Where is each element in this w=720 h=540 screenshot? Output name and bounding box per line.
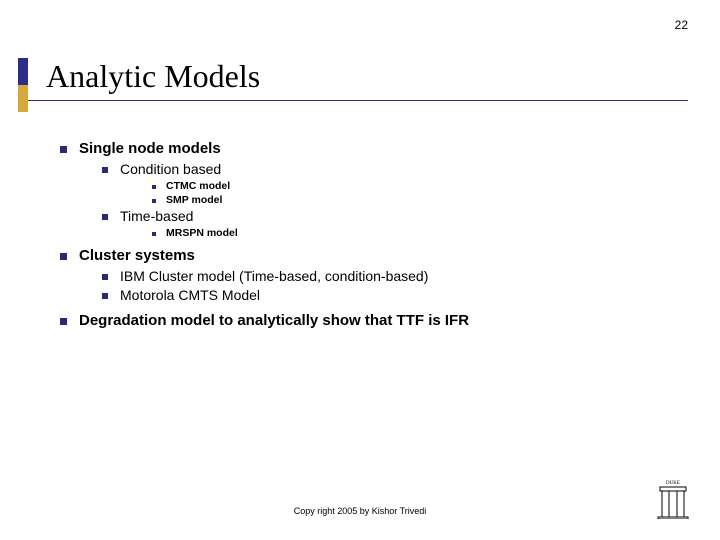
bullet-text: Time-based bbox=[120, 208, 193, 224]
bullet-text: Degradation model to analytically show t… bbox=[79, 312, 469, 329]
bullet-condition-based: Condition based bbox=[102, 161, 680, 177]
bullet-text: Condition based bbox=[120, 161, 221, 177]
bullet-text: Motorola CMTS Model bbox=[120, 287, 260, 303]
bullet-text: Cluster systems bbox=[79, 247, 195, 264]
slide-title: Analytic Models bbox=[46, 58, 260, 95]
bullet-text: SMP model bbox=[166, 194, 222, 206]
bullet-square-icon bbox=[102, 293, 108, 299]
bullet-ctmc-model: CTMC model bbox=[152, 180, 680, 192]
page-number: 22 bbox=[675, 18, 688, 32]
bullet-square-icon bbox=[102, 214, 108, 220]
bullet-single-node-models: Single node models bbox=[60, 140, 680, 157]
bullet-square-icon bbox=[60, 253, 67, 260]
bullet-motorola-cmts: Motorola CMTS Model bbox=[102, 287, 680, 303]
bullet-mrspn-model: MRSPN model bbox=[152, 227, 680, 239]
footer-copyright: Copy right 2005 by Kishor Trivedi bbox=[0, 506, 720, 516]
bullet-text: CTMC model bbox=[166, 180, 230, 192]
bullet-degradation-model: Degradation model to analytically show t… bbox=[60, 312, 680, 329]
bullet-text: IBM Cluster model (Time-based, condition… bbox=[120, 268, 428, 284]
title-stripe-gold bbox=[18, 85, 28, 112]
title-underline bbox=[28, 100, 688, 101]
bullet-square-icon bbox=[60, 146, 67, 153]
bullet-square-icon bbox=[152, 199, 156, 203]
bullet-cluster-systems: Cluster systems bbox=[60, 247, 680, 264]
bullet-square-icon bbox=[152, 185, 156, 189]
bullet-text: MRSPN model bbox=[166, 227, 238, 239]
logo-label: DUKE bbox=[666, 481, 680, 486]
duke-logo-icon: DUKE bbox=[656, 477, 690, 524]
bullet-square-icon bbox=[152, 232, 156, 236]
bullet-square-icon bbox=[102, 274, 108, 280]
title-stripe-navy bbox=[18, 58, 28, 85]
bullet-square-icon bbox=[102, 167, 108, 173]
bullet-square-icon bbox=[60, 318, 67, 325]
bullet-text: Single node models bbox=[79, 140, 221, 157]
bullet-ibm-cluster: IBM Cluster model (Time-based, condition… bbox=[102, 268, 680, 284]
content-area: Single node models Condition based CTMC … bbox=[60, 140, 680, 333]
bullet-smp-model: SMP model bbox=[152, 194, 680, 206]
bullet-time-based: Time-based bbox=[102, 208, 680, 224]
title-stripe bbox=[18, 58, 28, 112]
